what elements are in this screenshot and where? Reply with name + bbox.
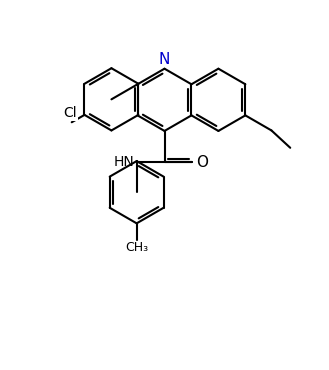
- Text: Cl: Cl: [63, 106, 77, 120]
- Text: CH₃: CH₃: [125, 241, 148, 254]
- Text: N: N: [159, 52, 170, 67]
- Text: HN: HN: [113, 155, 134, 169]
- Text: O: O: [196, 155, 208, 169]
